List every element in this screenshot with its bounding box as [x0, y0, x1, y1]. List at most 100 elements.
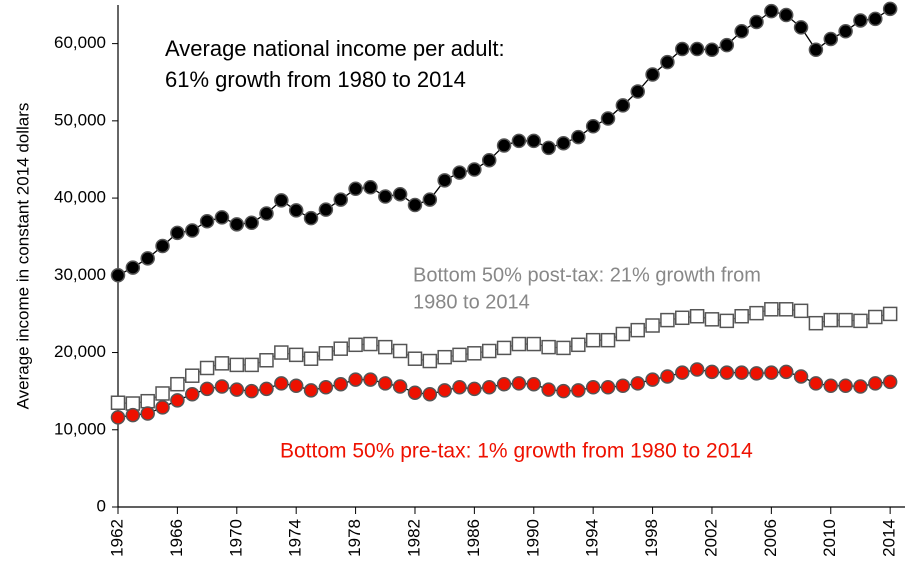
data-point: [556, 340, 571, 356]
data-point: [882, 306, 898, 322]
data-point: [333, 192, 348, 207]
data-point: [467, 346, 482, 361]
data-point: [467, 381, 482, 397]
data-point: [110, 268, 126, 283]
data-point: [184, 368, 200, 383]
data-point: [363, 180, 378, 195]
data-point: [244, 357, 259, 373]
data-point: [778, 302, 794, 317]
y-tick-label: 60,000: [54, 33, 106, 52]
data-point: [437, 349, 452, 365]
series-annotation: Bottom 50% pre-tax: 1% growth from 1980 …: [280, 440, 753, 463]
data-point: [378, 376, 393, 391]
data-point: [853, 313, 868, 329]
data-point: [823, 312, 839, 328]
data-point: [838, 24, 853, 39]
data-point: [719, 37, 735, 53]
data-point: [882, 1, 898, 17]
data-point: [734, 308, 749, 324]
data-point: [422, 353, 438, 369]
data-point: [675, 41, 690, 57]
data-point: [363, 372, 378, 387]
data-point: [422, 386, 438, 402]
x-tick-label: 2002: [701, 519, 720, 557]
data-point: [749, 366, 764, 381]
data-point: [600, 111, 616, 126]
data-point: [526, 133, 542, 149]
x-tick-label: 2006: [761, 519, 780, 557]
data-point: [808, 315, 824, 331]
data-point: [719, 313, 735, 329]
data-point: [615, 98, 631, 113]
data-point: [838, 378, 853, 393]
data-point: [704, 42, 720, 58]
data-point: [481, 343, 497, 359]
data-point: [318, 346, 334, 361]
data-point: [793, 369, 809, 384]
y-tick-label: 30,000: [54, 265, 106, 284]
data-point: [778, 7, 794, 23]
data-point: [422, 192, 438, 207]
data-point: [511, 376, 527, 391]
data-point: [868, 309, 883, 325]
data-point: [823, 31, 839, 47]
data-point: [125, 260, 141, 275]
data-point: [511, 336, 527, 352]
data-point: [868, 11, 883, 27]
data-point: [645, 318, 660, 333]
data-point: [689, 362, 705, 377]
data-point: [155, 238, 170, 254]
data-point: [719, 365, 735, 380]
data-point: [229, 357, 245, 373]
data-point: [541, 339, 556, 355]
data-point: [199, 381, 215, 397]
data-point: [437, 173, 452, 188]
data-point: [793, 20, 809, 35]
data-point: [274, 376, 289, 391]
data-point: [660, 312, 675, 328]
data-point: [348, 337, 363, 353]
data-point: [615, 378, 631, 393]
x-tick-label: 1966: [167, 519, 186, 557]
data-point: [496, 138, 512, 153]
series-annotation: Average national income per adult:: [165, 36, 505, 61]
data-point: [392, 379, 408, 394]
data-point: [155, 400, 170, 415]
data-point: [704, 312, 720, 327]
data-point: [496, 340, 512, 356]
x-tick-label: 2010: [820, 519, 839, 557]
data-point: [214, 210, 230, 225]
data-point: [571, 337, 586, 353]
data-point: [675, 365, 690, 380]
data-point: [392, 186, 408, 202]
x-tick-label: 1990: [523, 519, 542, 557]
data-point: [749, 14, 764, 30]
data-point: [541, 382, 556, 397]
data-point: [585, 119, 601, 134]
data-point: [571, 129, 586, 145]
data-point: [140, 406, 155, 421]
data-point: [214, 379, 230, 394]
data-point: [660, 369, 675, 384]
x-tick-label: 1998: [642, 519, 661, 557]
data-point: [288, 347, 304, 363]
data-point: [481, 152, 497, 168]
data-point: [823, 378, 839, 393]
data-point: [274, 193, 289, 208]
data-point: [288, 378, 304, 393]
data-point: [110, 395, 126, 410]
data-point: [214, 356, 230, 371]
data-point: [229, 217, 245, 232]
data-point: [452, 380, 467, 395]
data-point: [199, 360, 215, 376]
x-tick-label: 1982: [404, 519, 423, 557]
y-tick-label: 40,000: [54, 188, 106, 207]
data-point: [244, 383, 259, 399]
y-axis-label: Average income in constant 2014 dollars: [13, 103, 32, 410]
data-point: [526, 336, 542, 352]
x-tick-label: 1974: [286, 519, 305, 557]
data-point: [333, 376, 348, 392]
data-point: [452, 165, 467, 180]
data-point: [615, 326, 631, 342]
data-point: [452, 347, 467, 363]
